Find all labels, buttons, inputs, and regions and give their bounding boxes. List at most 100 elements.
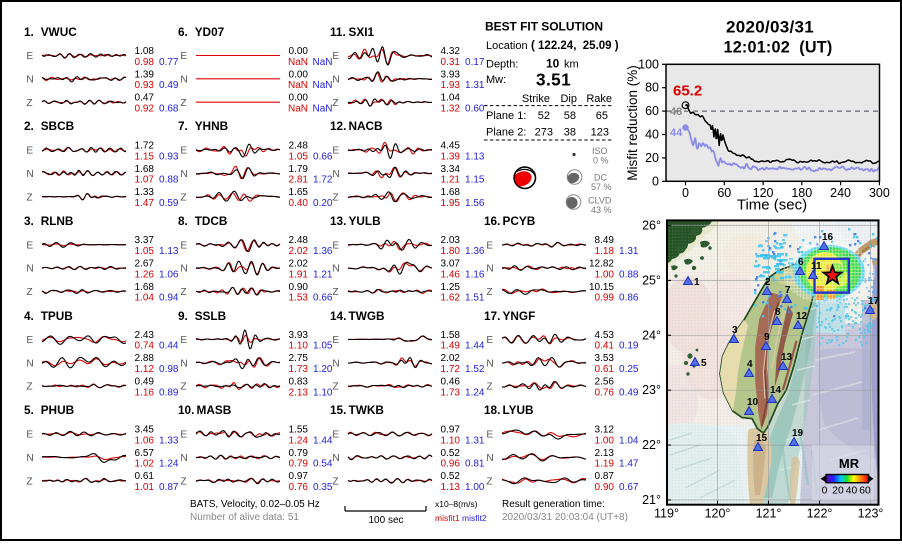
svg-text:2.67: 2.67 [135,259,155,270]
svg-text:N: N [180,75,187,86]
svg-text:0: 0 [682,186,689,200]
svg-text:0.52: 0.52 [441,448,461,459]
svg-text:1.15: 1.15 [135,151,155,162]
svg-text:1.10: 1.10 [313,387,333,398]
svg-text:1.13: 1.13 [465,151,485,162]
svg-text:2.43: 2.43 [135,330,155,341]
svg-text:Z: Z [332,98,338,109]
svg-text:60: 60 [717,186,731,200]
svg-text:16: 16 [822,232,834,243]
svg-text:100 sec: 100 sec [368,515,403,526]
svg-text:0.61: 0.61 [135,471,155,482]
svg-text:123°: 123° [858,507,884,521]
svg-text:N: N [486,264,493,275]
svg-text:Misfit reduction (%): Misfit reduction (%) [625,65,640,181]
svg-text:10: 10 [546,57,560,71]
svg-text:SSLB: SSLB [195,309,226,323]
svg-text:0.88: 0.88 [159,175,179,186]
svg-text:0.49: 0.49 [135,377,155,388]
svg-text:0.92: 0.92 [135,104,155,115]
svg-text:6.57: 6.57 [135,448,155,459]
svg-text:N: N [26,358,33,369]
svg-text:0.98: 0.98 [135,57,155,68]
svg-text:1.51: 1.51 [465,293,485,304]
svg-text:N: N [486,358,493,369]
svg-text:Z: Z [486,287,492,298]
svg-text:1.02: 1.02 [135,459,155,470]
svg-text:1.01: 1.01 [135,482,155,493]
svg-text:1.47: 1.47 [619,459,639,470]
svg-text:0.31: 0.31 [441,57,461,68]
svg-text:Z: Z [180,287,186,298]
svg-text:NaN: NaN [312,57,332,68]
svg-text:0: 0 [652,174,659,188]
svg-text:1.13: 1.13 [441,482,461,493]
svg-text:65.2: 65.2 [673,83,702,100]
svg-text:Z: Z [180,382,186,393]
svg-text:120: 120 [753,186,774,200]
svg-text:3.: 3. [24,214,34,228]
svg-text:40: 40 [846,486,858,497]
svg-text:N: N [180,169,187,180]
svg-text:TWGB: TWGB [349,309,385,323]
svg-text:E: E [486,430,493,441]
svg-text:0 %: 0 % [593,156,609,166]
svg-text:BEST FIT SOLUTION: BEST FIT SOLUTION [485,20,603,34]
svg-text:12: 12 [796,311,808,322]
svg-text:Z: Z [332,382,338,393]
svg-text:5.: 5. [24,403,34,417]
svg-text:1.36: 1.36 [465,246,485,257]
svg-text:1.49: 1.49 [441,341,461,352]
svg-text:0.44: 0.44 [159,341,179,352]
svg-text:40: 40 [645,128,659,142]
svg-text:3.93: 3.93 [441,69,461,80]
svg-text:1.21: 1.21 [313,269,333,280]
svg-text:1.12: 1.12 [135,364,155,375]
svg-text:1.16: 1.16 [135,387,155,398]
svg-text:YHNB: YHNB [195,119,228,133]
svg-text:3: 3 [732,325,738,336]
svg-text:E: E [26,240,33,251]
svg-text:65: 65 [596,110,608,122]
svg-text:0.54: 0.54 [313,459,333,470]
svg-text:1.10: 1.10 [441,435,461,446]
svg-text:3.45: 3.45 [135,425,155,436]
svg-text:0.79: 0.79 [289,459,309,470]
svg-text:0.49: 0.49 [159,80,179,91]
svg-text:N: N [332,264,339,275]
svg-text:122°: 122° [807,507,833,521]
svg-text:1.68: 1.68 [441,187,461,198]
svg-text:4: 4 [747,359,753,370]
svg-text:0.76: 0.76 [595,387,615,398]
svg-text:1.06: 1.06 [159,269,179,280]
svg-text:2.02: 2.02 [289,246,309,257]
svg-text:80: 80 [645,81,659,95]
svg-text:1.68: 1.68 [135,164,155,175]
svg-text:3.37: 3.37 [135,235,155,246]
svg-text:1.39: 1.39 [135,69,155,80]
svg-text:2.03: 2.03 [441,235,461,246]
svg-text:NaN: NaN [312,80,332,91]
svg-text:1.62: 1.62 [441,293,461,304]
svg-text:2.48: 2.48 [289,141,309,152]
svg-text:1.79: 1.79 [289,164,309,175]
svg-text:E: E [180,51,187,62]
svg-text:10: 10 [747,397,759,408]
svg-text:8: 8 [775,307,781,318]
svg-text:1.44: 1.44 [465,341,485,352]
svg-text:Z: Z [180,192,186,203]
svg-text:1.24: 1.24 [465,387,485,398]
svg-text:0.79: 0.79 [289,448,309,459]
svg-text:1.00: 1.00 [595,269,615,280]
svg-text:N: N [332,169,339,180]
svg-text:1.31: 1.31 [465,435,485,446]
svg-text:23°: 23° [642,383,661,397]
svg-text:0.93: 0.93 [159,151,179,162]
svg-text:RLNB: RLNB [41,214,74,228]
svg-text:15.: 15. [330,403,346,417]
svg-text:TPUB: TPUB [41,309,73,323]
svg-text:E: E [332,146,339,157]
svg-text:1.56: 1.56 [465,198,485,209]
svg-text:1.73: 1.73 [289,364,309,375]
svg-text:38: 38 [564,127,576,139]
